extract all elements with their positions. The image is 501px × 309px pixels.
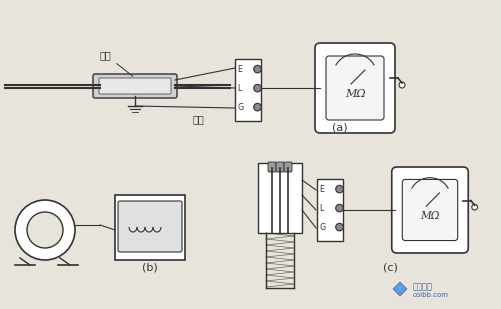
Text: 土木在线: 土木在线 (413, 282, 433, 291)
Circle shape (336, 185, 343, 193)
Text: G: G (320, 222, 326, 232)
Text: (b): (b) (142, 262, 158, 272)
FancyBboxPatch shape (115, 195, 185, 260)
Text: MΩ: MΩ (420, 211, 440, 221)
FancyBboxPatch shape (284, 162, 292, 172)
Circle shape (15, 200, 75, 260)
Circle shape (399, 82, 405, 88)
Polygon shape (393, 282, 407, 296)
Circle shape (472, 204, 477, 210)
FancyBboxPatch shape (93, 74, 177, 98)
Circle shape (27, 212, 63, 248)
Circle shape (336, 204, 343, 212)
Text: (a): (a) (332, 122, 348, 132)
FancyBboxPatch shape (268, 162, 276, 172)
Text: E: E (237, 65, 242, 74)
FancyBboxPatch shape (402, 180, 458, 240)
FancyBboxPatch shape (234, 59, 262, 121)
Text: L: L (237, 84, 242, 93)
FancyBboxPatch shape (392, 167, 468, 253)
FancyBboxPatch shape (315, 43, 395, 133)
Text: 导线: 导线 (192, 114, 204, 124)
Text: G: G (237, 103, 243, 112)
Circle shape (254, 103, 262, 111)
Text: (c): (c) (383, 262, 397, 272)
Text: MΩ: MΩ (345, 89, 365, 99)
FancyBboxPatch shape (258, 163, 302, 233)
FancyBboxPatch shape (276, 162, 284, 172)
Circle shape (336, 223, 343, 231)
Text: 钢管: 钢管 (100, 50, 133, 76)
Circle shape (254, 65, 262, 73)
FancyBboxPatch shape (118, 201, 182, 252)
Circle shape (254, 84, 262, 92)
FancyBboxPatch shape (99, 78, 171, 94)
Text: coibb.com: coibb.com (413, 292, 449, 298)
FancyBboxPatch shape (317, 179, 343, 241)
Text: L: L (320, 204, 324, 213)
Text: E: E (320, 184, 325, 194)
FancyBboxPatch shape (326, 56, 384, 120)
